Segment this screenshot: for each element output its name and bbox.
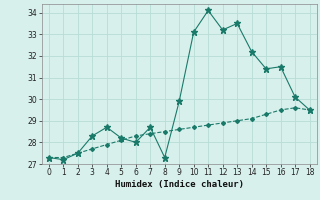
X-axis label: Humidex (Indice chaleur): Humidex (Indice chaleur) <box>115 180 244 189</box>
